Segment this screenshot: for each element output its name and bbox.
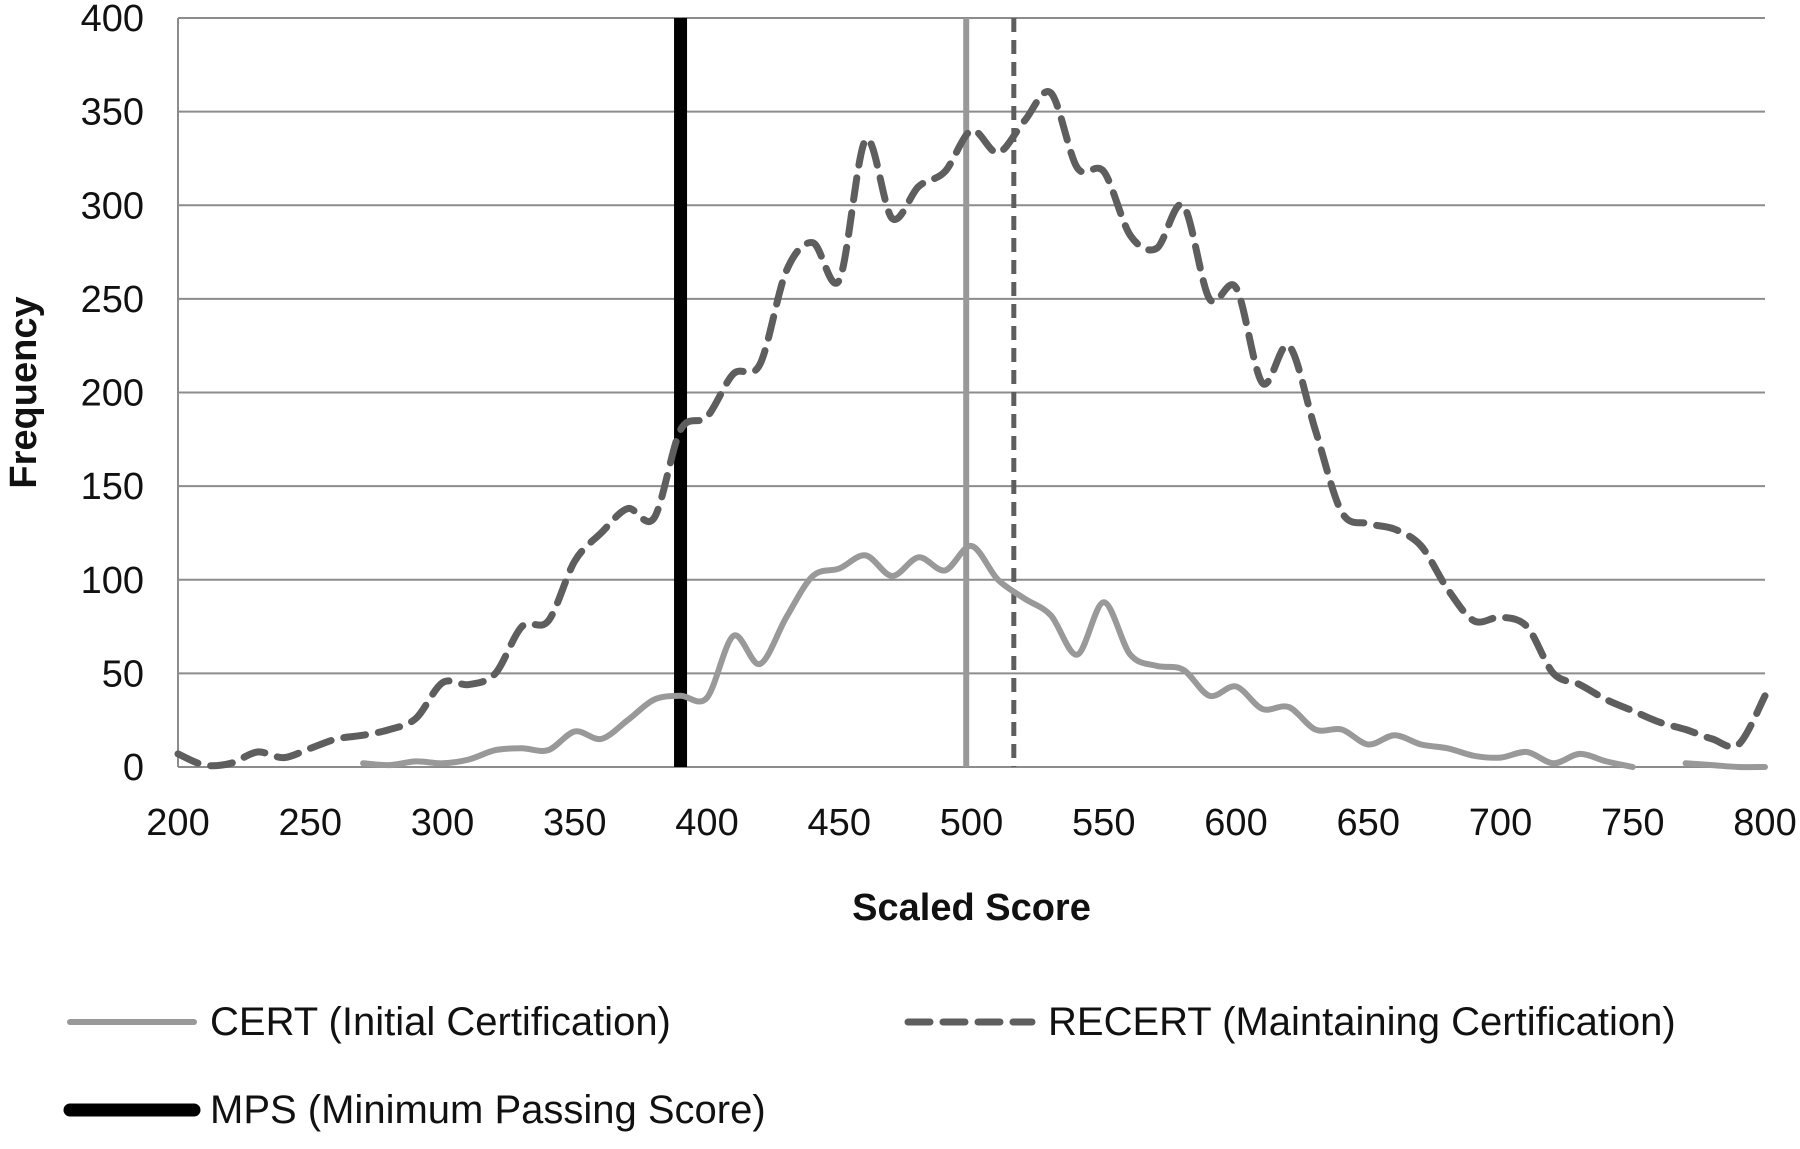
x-tick-label: 800	[1733, 802, 1796, 844]
x-tick-label: 200	[146, 802, 209, 844]
y-tick-label: 100	[81, 560, 144, 602]
gridlines	[177, 17, 1765, 768]
x-tick-label: 400	[675, 802, 738, 844]
y-axis-title: Frequency	[3, 296, 45, 488]
legend-label: MPS (Minimum Passing Score)	[210, 1088, 766, 1132]
x-tick-label: 750	[1601, 802, 1664, 844]
y-tick-label: 350	[81, 92, 144, 134]
x-tick-label: 650	[1337, 802, 1400, 844]
series-cert-line-1	[1682, 760, 1768, 771]
y-tick-label: 400	[81, 0, 144, 40]
y-axis-ticks: 0 50 100 150 200 250 300 350 400	[81, 0, 144, 789]
y-tick-label: 250	[81, 279, 144, 321]
y-tick-label: 0	[123, 747, 144, 789]
x-tick-label: 600	[1204, 802, 1267, 844]
x-axis-title: Scaled Score	[852, 887, 1091, 929]
legend-label: CERT (Initial Certification)	[210, 1000, 671, 1044]
y-tick-label: 300	[81, 185, 144, 227]
series-recert-line	[174, 88, 1769, 770]
x-axis-ticks: 200 250 300 350 400 450 500 550 600 650 700 750 800	[146, 802, 1796, 844]
x-tick-label: 550	[1072, 802, 1135, 844]
x-tick-label: 250	[279, 802, 342, 844]
legend-label: RECERT (Maintaining Certification)	[1048, 1000, 1676, 1044]
x-tick-label: 450	[808, 802, 871, 844]
x-tick-label: 700	[1469, 802, 1532, 844]
y-tick-label: 50	[102, 653, 144, 695]
y-tick-label: 150	[81, 466, 144, 508]
x-tick-label: 350	[543, 802, 606, 844]
x-tick-label: 300	[411, 802, 474, 844]
legend: CERT (Initial Certification) RECERT (Main…	[63, 1000, 1676, 1132]
plot-lines	[174, 18, 1769, 771]
series-cert-line	[360, 543, 1636, 770]
x-tick-label: 500	[940, 802, 1003, 844]
y-tick-label: 200	[81, 373, 144, 415]
